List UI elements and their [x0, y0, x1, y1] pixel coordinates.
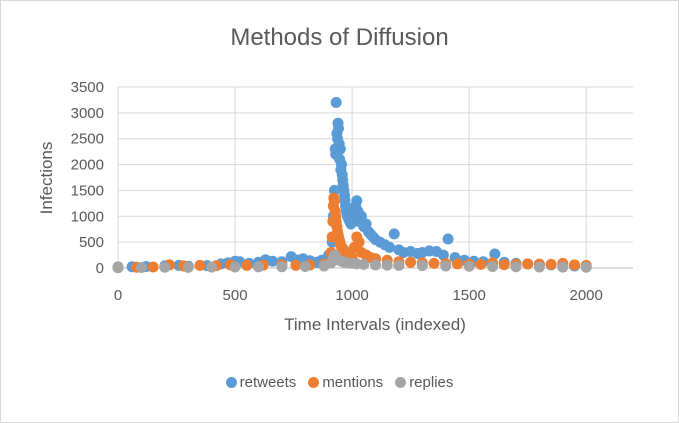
retweets-point — [437, 249, 449, 261]
legend-swatch — [308, 377, 320, 388]
y-tick-label: 3500 — [71, 79, 104, 96]
replies-point — [112, 262, 124, 274]
legend-swatch — [395, 377, 407, 388]
mentions-point — [353, 236, 365, 248]
mentions-point — [428, 257, 440, 269]
x-tick-label: 0 — [114, 287, 122, 304]
legend-label: replies — [409, 374, 454, 391]
legend-label: retweets — [239, 374, 297, 391]
mentions-point — [241, 259, 253, 271]
replies-point — [393, 259, 405, 271]
replies-point — [440, 260, 452, 272]
legend: retweets mentions replies — [0, 374, 679, 391]
replies-point — [182, 261, 194, 273]
mentions-point — [451, 258, 463, 270]
mentions-point — [545, 258, 557, 270]
series-replies — [112, 249, 592, 274]
replies-point — [381, 259, 393, 271]
mentions-point — [194, 259, 206, 271]
retweets-point — [336, 159, 348, 171]
replies-point — [416, 260, 428, 272]
mentions-point — [329, 195, 341, 207]
data-points — [112, 97, 592, 274]
legend-label: mentions — [322, 374, 384, 391]
x-axis-title: Time Intervals (indexed) — [284, 315, 466, 334]
legend-item-retweets: retweets — [225, 374, 297, 391]
mentions-point — [522, 258, 534, 270]
replies-point — [276, 261, 288, 273]
y-tick-label: 2500 — [71, 131, 104, 148]
retweets-point — [388, 228, 400, 240]
retweets-point — [334, 143, 346, 155]
mentions-point — [568, 259, 580, 271]
replies-point — [252, 261, 264, 273]
x-tick-label: 1500 — [452, 287, 485, 304]
replies-point — [580, 261, 592, 273]
y-tick-label: 0 — [96, 260, 104, 277]
replies-point — [135, 261, 147, 273]
mentions-point — [405, 256, 417, 268]
mentions-point — [475, 258, 487, 270]
retweets-point — [267, 255, 278, 267]
replies-point — [463, 260, 475, 272]
replies-point — [229, 261, 241, 273]
retweets-point — [384, 241, 396, 253]
x-tick-label: 2000 — [569, 287, 602, 304]
x-tick-label: 500 — [223, 287, 248, 304]
replies-point — [358, 258, 370, 270]
retweets-point — [442, 233, 454, 245]
mentions-point — [498, 259, 510, 271]
replies-point — [206, 261, 218, 273]
mentions-point — [290, 259, 302, 271]
replies-point — [370, 259, 381, 271]
legend-item-replies: replies — [395, 374, 453, 391]
legend-item-mentions: mentions — [308, 374, 383, 391]
chart-title: Methods of Diffusion — [230, 24, 449, 51]
replies-point — [510, 261, 522, 273]
y-tick-label: 3000 — [71, 105, 104, 122]
x-tick-label: 1000 — [335, 287, 368, 304]
replies-point — [299, 260, 311, 272]
retweets-point — [351, 195, 363, 207]
replies-point — [487, 260, 499, 272]
retweets-point — [333, 122, 345, 134]
y-tick-label: 2000 — [71, 157, 104, 174]
retweets-point — [330, 97, 342, 109]
replies-point — [557, 261, 569, 273]
y-tick-label: 1000 — [71, 208, 104, 225]
grid-lines — [117, 86, 633, 268]
mentions-point — [147, 261, 159, 273]
y-axis-title: Infections — [37, 142, 56, 215]
replies-point — [159, 261, 171, 273]
y-tick-label: 1500 — [71, 182, 104, 199]
y-tick-label: 500 — [79, 234, 104, 251]
retweets-point — [489, 248, 501, 260]
replies-point — [533, 261, 545, 273]
legend-swatch — [225, 377, 237, 388]
